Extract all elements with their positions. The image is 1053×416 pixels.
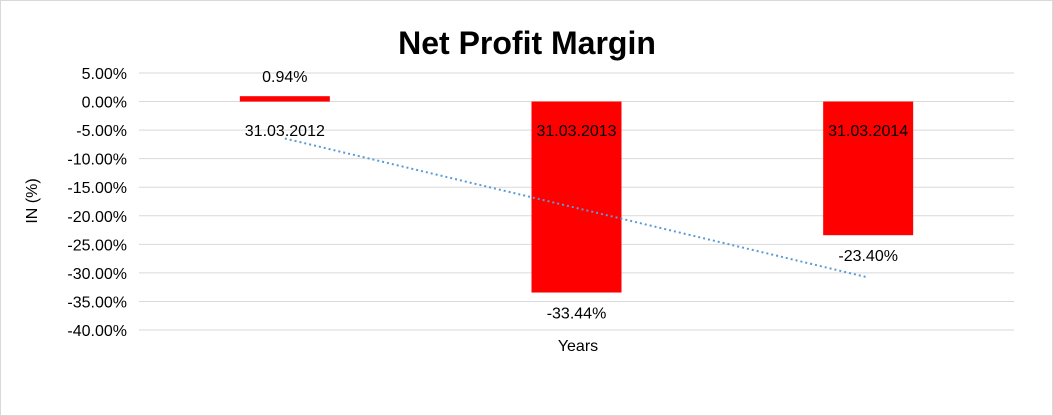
- y-tick-label: -10.00%: [67, 152, 127, 169]
- y-tick-label: -40.00%: [67, 323, 127, 340]
- y-tick-label: -35.00%: [67, 294, 127, 311]
- category-label: 31.03.2013: [536, 123, 616, 140]
- category-label: 31.03.2012: [245, 123, 325, 140]
- y-axis-ticks: 5.00% 0.00% -5.00% -10.00% -15.00% -20.00% -25…: [67, 66, 127, 340]
- bar-31.03.2013: [531, 101, 622, 293]
- category-labels: 31.03.2012 31.03.2013 31.03.2014: [245, 123, 909, 140]
- y-tick-label: 5.00%: [82, 66, 127, 83]
- y-tick-label: -15.00%: [67, 180, 127, 197]
- data-label: -33.44%: [547, 306, 607, 323]
- chart-title: Net Profit Margin: [398, 25, 656, 61]
- y-tick-label: -20.00%: [67, 209, 127, 226]
- y-tick-label: -5.00%: [76, 123, 127, 140]
- bar-31.03.2012: [239, 96, 330, 102]
- y-axis-title: IN (%): [24, 178, 41, 223]
- data-label: -23.40%: [838, 248, 898, 265]
- y-tick-label: -25.00%: [67, 237, 127, 254]
- y-tick-label: 0.00%: [82, 95, 127, 112]
- data-labels: 0.94% -33.44% -23.40%: [262, 69, 898, 322]
- bar-31.03.2014: [823, 101, 914, 236]
- category-label: 31.03.2014: [828, 123, 908, 140]
- x-axis-title: Years: [558, 338, 598, 355]
- bars: [239, 96, 914, 293]
- y-tick-label: -30.00%: [67, 266, 127, 283]
- data-label: 0.94%: [262, 69, 307, 86]
